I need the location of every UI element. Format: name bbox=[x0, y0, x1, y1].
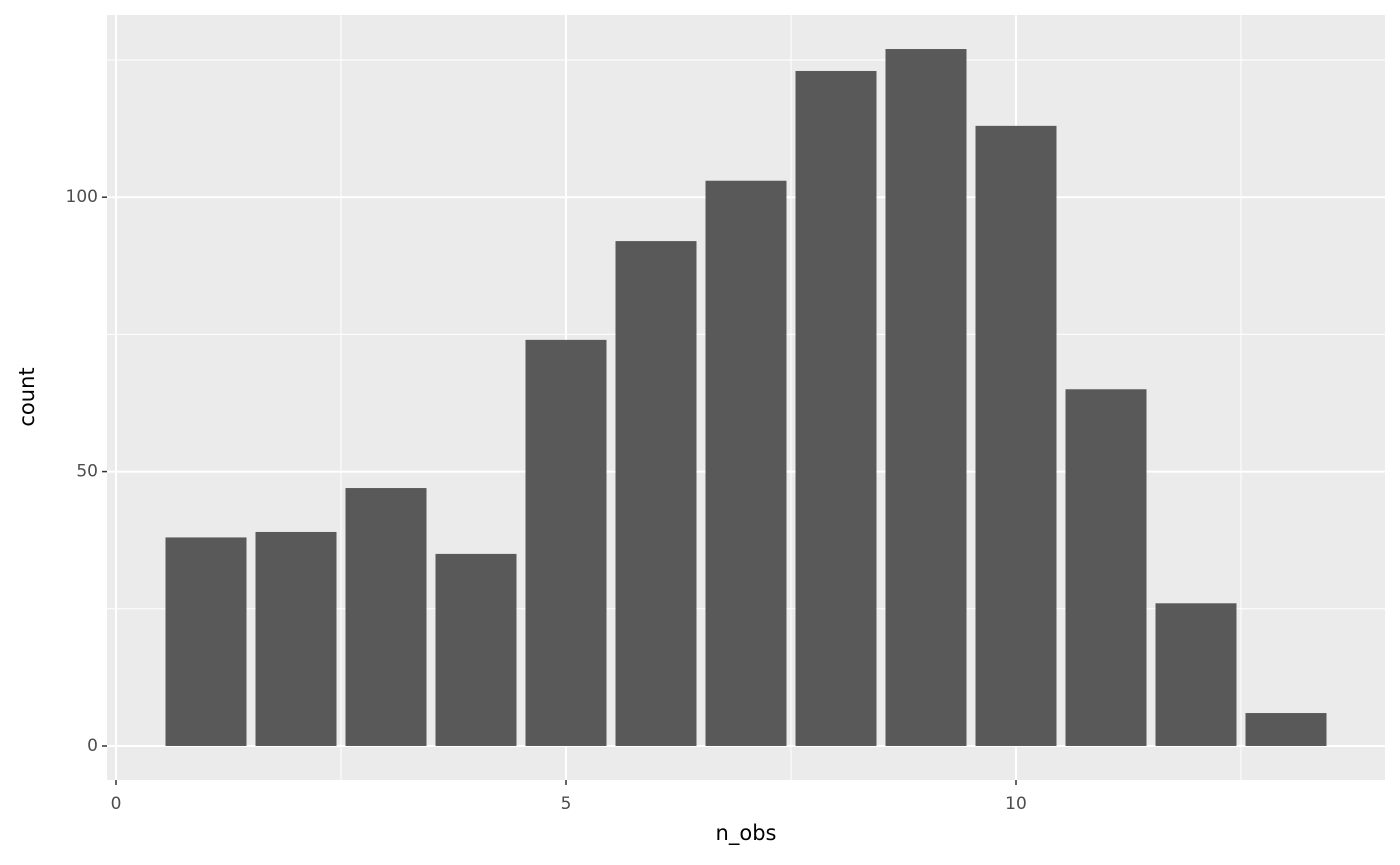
bar bbox=[885, 49, 967, 746]
bar bbox=[255, 531, 337, 746]
bar bbox=[165, 537, 247, 746]
x-tick-label: 5 bbox=[561, 794, 572, 814]
bar bbox=[435, 553, 517, 746]
bar bbox=[705, 180, 787, 746]
y-tick-label: 0 bbox=[87, 736, 98, 756]
x-axis-title: n_obs bbox=[716, 821, 777, 846]
bar bbox=[975, 125, 1057, 746]
bar bbox=[525, 339, 607, 746]
y-tick-label: 50 bbox=[76, 462, 98, 482]
x-tick-label: 10 bbox=[1005, 794, 1027, 814]
bar bbox=[345, 488, 427, 746]
y-axis-title: count bbox=[15, 367, 39, 426]
bar bbox=[1155, 603, 1237, 746]
bar bbox=[615, 241, 697, 746]
bar bbox=[795, 70, 877, 746]
bar bbox=[1245, 713, 1327, 746]
bar bbox=[1065, 389, 1147, 746]
x-tick-label: 0 bbox=[111, 794, 122, 814]
y-tick-label: 100 bbox=[66, 187, 98, 207]
